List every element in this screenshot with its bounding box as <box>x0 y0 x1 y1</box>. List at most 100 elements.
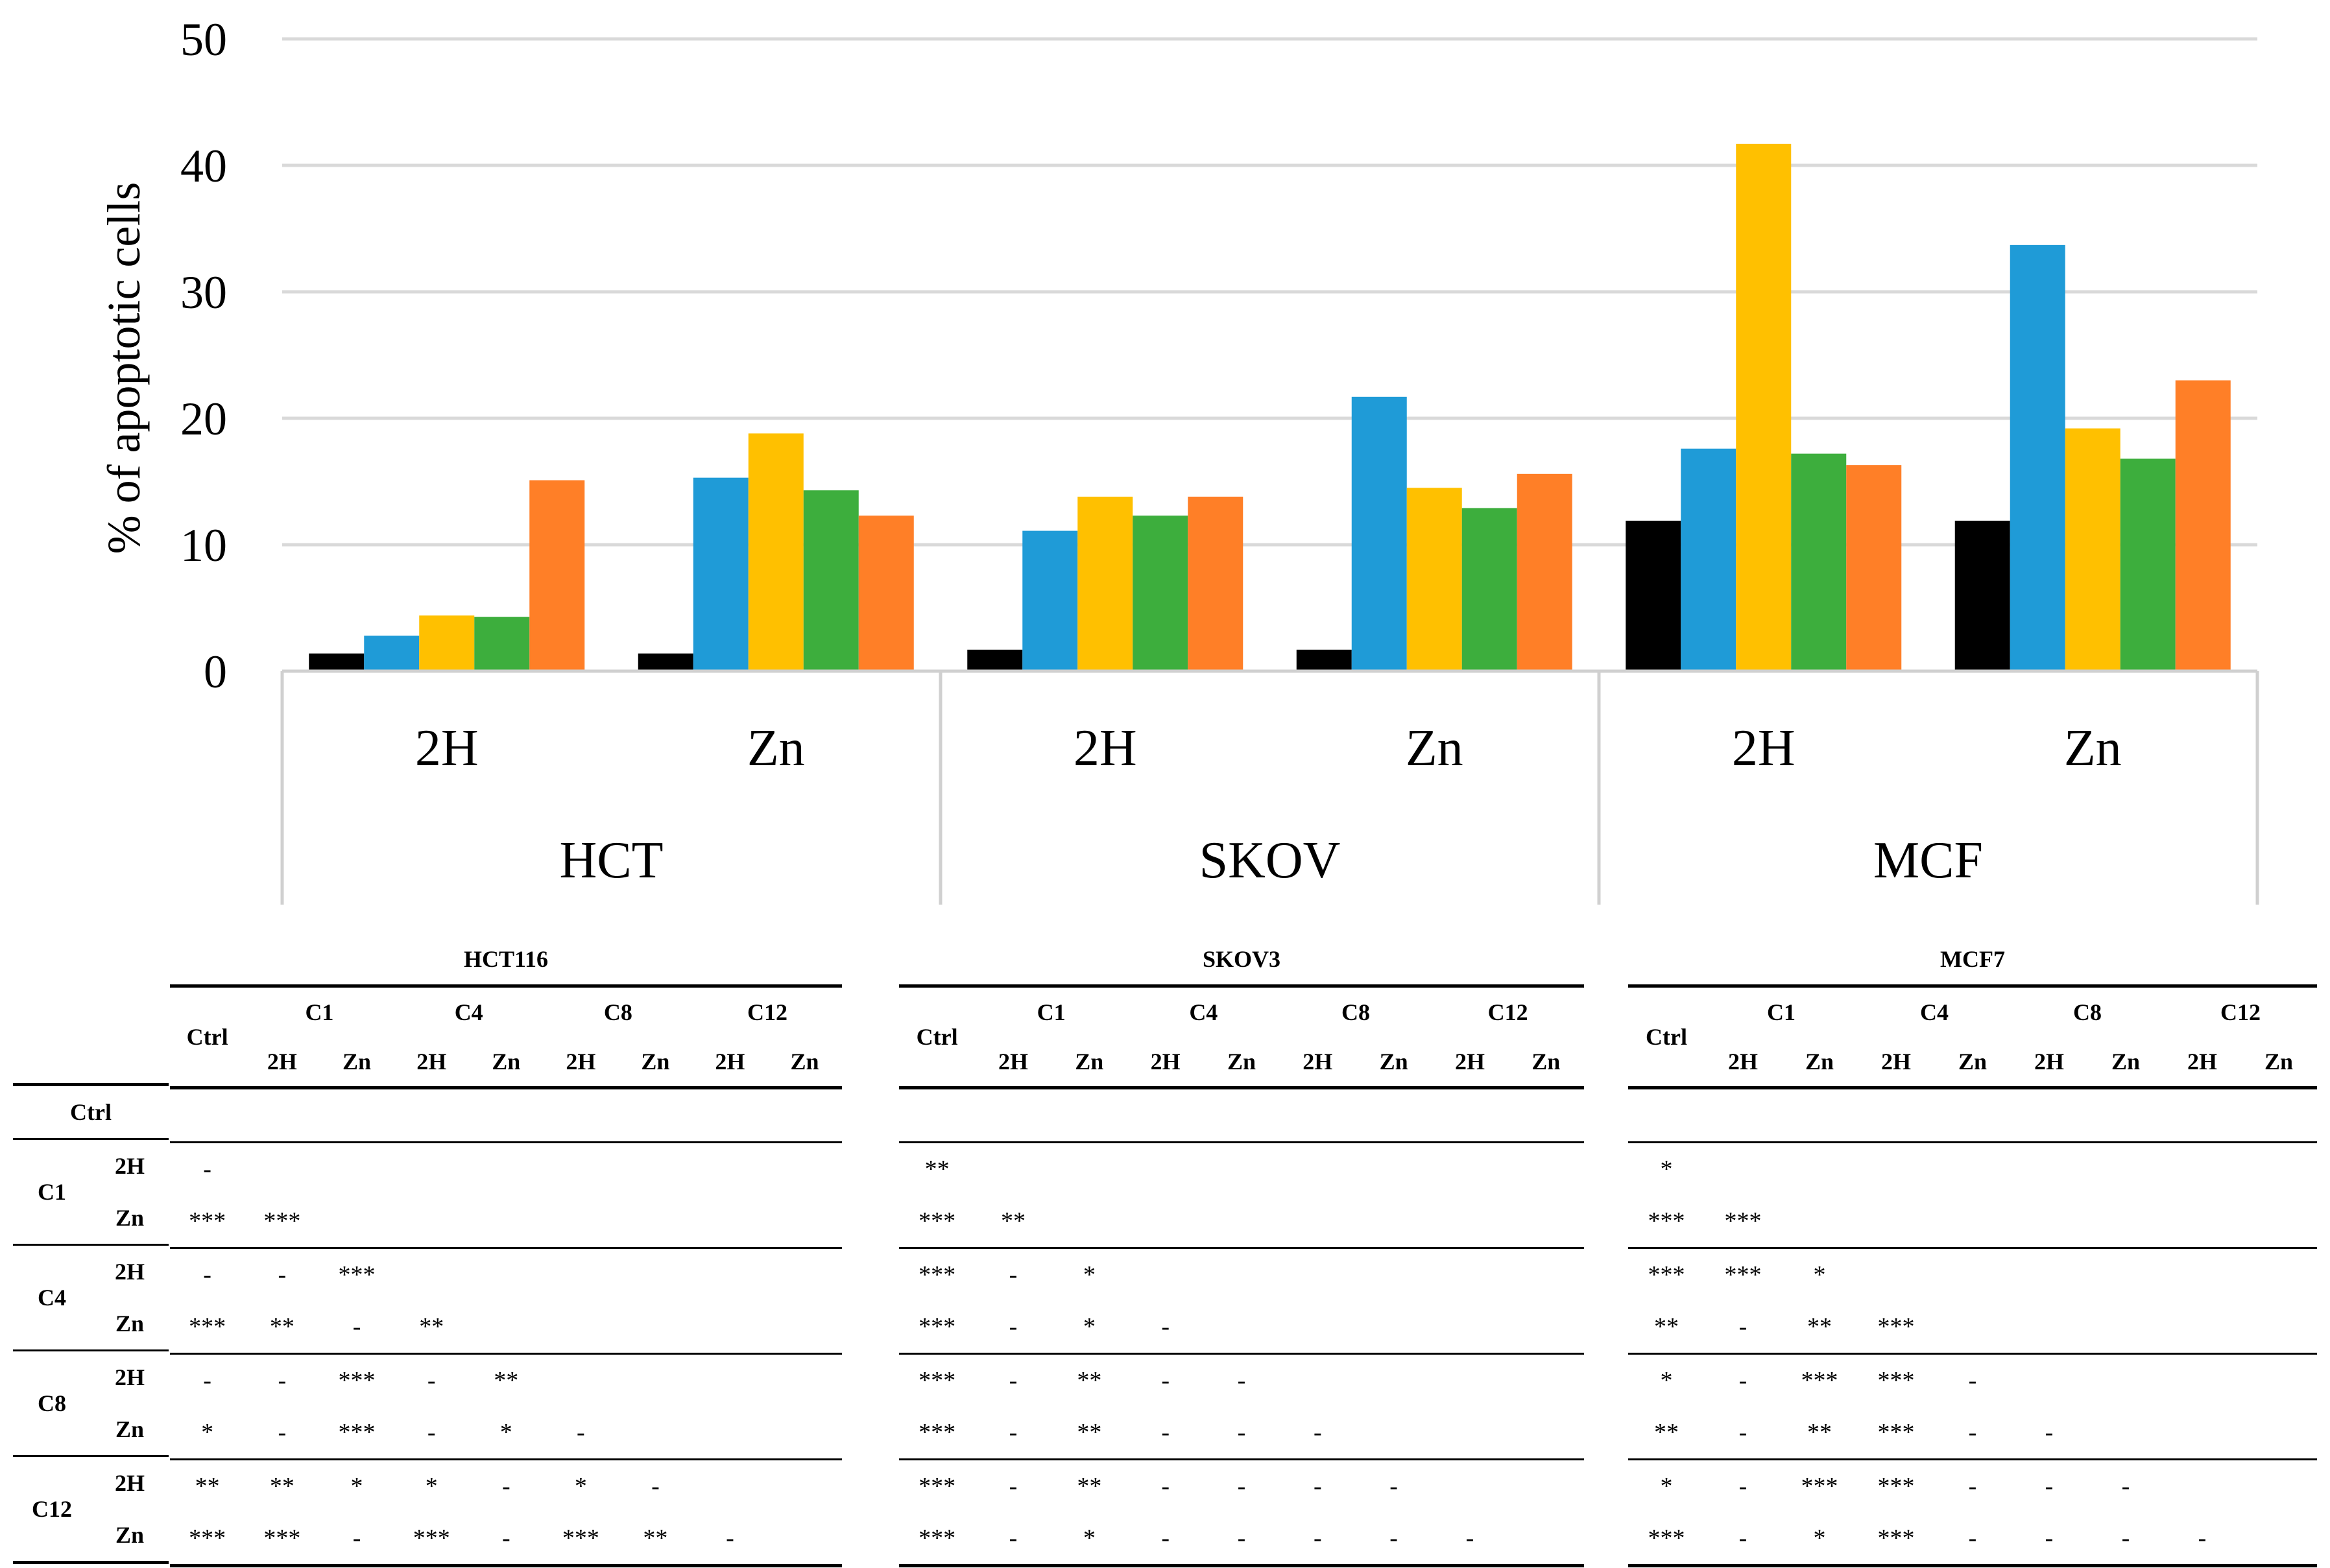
bar-c12-mcf-2h <box>1846 465 1902 671</box>
significance-cell: - <box>468 1512 544 1567</box>
empty-cell <box>394 1086 469 1143</box>
significance-cell: - <box>1355 1512 1432 1567</box>
empty-cell <box>1858 1141 1934 1195</box>
column-header-sub: Zn <box>2264 1049 2294 1075</box>
significance-cell: - <box>170 1247 245 1301</box>
significance-cell: *** <box>319 1247 394 1301</box>
bar-c1-mcf-zn <box>2010 244 2065 672</box>
y-tick-label: 20 <box>180 393 227 445</box>
empty-cell <box>1279 1086 1356 1143</box>
bar-c1-skov-2h <box>1022 530 1078 671</box>
empty-cell <box>544 1301 618 1354</box>
significance-cell: ** <box>1077 1419 1102 1446</box>
y-tick-label: 30 <box>180 267 227 318</box>
significance-cell: - <box>352 1313 361 1340</box>
bar-c4-skov-zn <box>1406 488 1462 671</box>
significance-cell: *** <box>319 1353 394 1407</box>
empty-cell <box>170 1086 245 1143</box>
bar-c12-mcf-zn <box>2175 380 2231 671</box>
bar-c8-skov-2h <box>1133 516 1188 671</box>
empty-cell <box>1203 1301 1279 1354</box>
empty-cell <box>2087 1353 2164 1407</box>
significance-cell: - <box>2011 1512 2087 1567</box>
significance-cell: - <box>1313 1419 1322 1446</box>
significance-cell: ** <box>1654 1419 1679 1446</box>
empty-cell <box>618 1353 693 1407</box>
table-title: MCF7 <box>1940 946 2005 972</box>
empty-cell <box>1934 1247 2011 1301</box>
significance-table-hct116: HCT116 Ctrl C1 C4 C8 C12 2H Zn 2H Zn 2H Zn 2H Zn - *** *… <box>170 934 842 1567</box>
x-sub-label: 2H <box>415 720 479 777</box>
spacer <box>13 984 91 1034</box>
empty-cell <box>618 1407 693 1460</box>
significance-cell: *** <box>1781 1458 1858 1512</box>
empty-cell <box>1781 1086 1858 1143</box>
empty-cell <box>1432 1407 1507 1460</box>
column-header-sub: 2H <box>1150 1049 1181 1075</box>
empty-cell <box>544 1195 618 1248</box>
significance-cell: - <box>1279 1512 1356 1567</box>
empty-cell <box>692 1458 767 1512</box>
bar-c8-mcf-zn <box>2120 458 2176 671</box>
row-group-label: C8 <box>13 1349 91 1456</box>
empty-cell <box>1705 1086 1781 1143</box>
empty-cell <box>1432 1141 1508 1195</box>
empty-cell <box>319 1195 394 1248</box>
empty-cell <box>1508 1407 1584 1460</box>
significance-cell: - <box>1705 1458 1781 1512</box>
significance-cell: *** <box>1877 1313 1915 1340</box>
empty-cell <box>2240 1458 2317 1512</box>
empty-cell <box>693 1301 767 1354</box>
significance-cell: ** <box>245 1458 320 1512</box>
empty-cell <box>1858 1247 1934 1301</box>
bar-c4-hct-2h <box>419 615 475 671</box>
bar-c8-hct-zn <box>803 490 859 671</box>
bar-c12-skov-2h <box>1188 496 1243 671</box>
empty-cell <box>2240 1141 2317 1195</box>
empty-cell <box>543 1247 618 1301</box>
significance-cell: * <box>1051 1512 1127 1567</box>
empty-cell <box>1781 1141 1858 1195</box>
empty-cell <box>1508 1195 1584 1248</box>
empty-cell <box>2240 1407 2317 1460</box>
column-header-sub: 2H <box>267 1049 297 1075</box>
significance-cell: *** <box>189 1313 226 1340</box>
column-header-group: C8 <box>543 984 693 1037</box>
empty-cell <box>1355 1353 1432 1407</box>
significance-cell: - <box>2087 1458 2164 1512</box>
x-sub-label: 2H <box>1732 720 1796 777</box>
empty-cell <box>1356 1195 1432 1248</box>
empty-cell <box>767 1353 842 1407</box>
significance-cell: - <box>427 1419 436 1446</box>
column-header-sub: 2H <box>1727 1049 1758 1075</box>
bar-ctrl-hct-zn <box>638 653 693 671</box>
significance-cell: * <box>1083 1313 1096 1340</box>
significance-cell: *** <box>899 1512 976 1567</box>
empty-cell <box>319 1086 394 1143</box>
significance-cell: - <box>1203 1458 1280 1512</box>
empty-cell <box>1203 1141 1280 1195</box>
empty-cell <box>468 1141 544 1195</box>
empty-cell <box>767 1086 842 1143</box>
significance-cell: - <box>1203 1353 1280 1407</box>
significance-cell: - <box>1934 1512 2011 1567</box>
empty-cell <box>319 1141 394 1195</box>
bar-c1-mcf-2h <box>1681 448 1736 671</box>
empty-cell <box>767 1407 842 1460</box>
empty-cell <box>468 1247 544 1301</box>
significance-cell: * <box>1628 1353 1705 1407</box>
significance-cell: - <box>1934 1353 2011 1407</box>
bar-c12-hct-zn <box>858 516 914 671</box>
empty-cell <box>1280 1301 1356 1354</box>
empty-cell <box>618 1086 693 1143</box>
significance-cell: *** <box>899 1353 976 1407</box>
column-header-group: C8 <box>2011 984 2164 1037</box>
significance-cell: - <box>1127 1458 1204 1512</box>
empty-cell <box>1432 1458 1508 1512</box>
significance-cell: *** <box>899 1458 976 1512</box>
empty-cell <box>543 1353 618 1407</box>
empty-cell <box>1432 1247 1508 1301</box>
bar-ctrl-mcf-zn <box>1954 520 2010 671</box>
significance-cell: - <box>1705 1353 1781 1407</box>
significance-cell: - <box>245 1353 320 1407</box>
